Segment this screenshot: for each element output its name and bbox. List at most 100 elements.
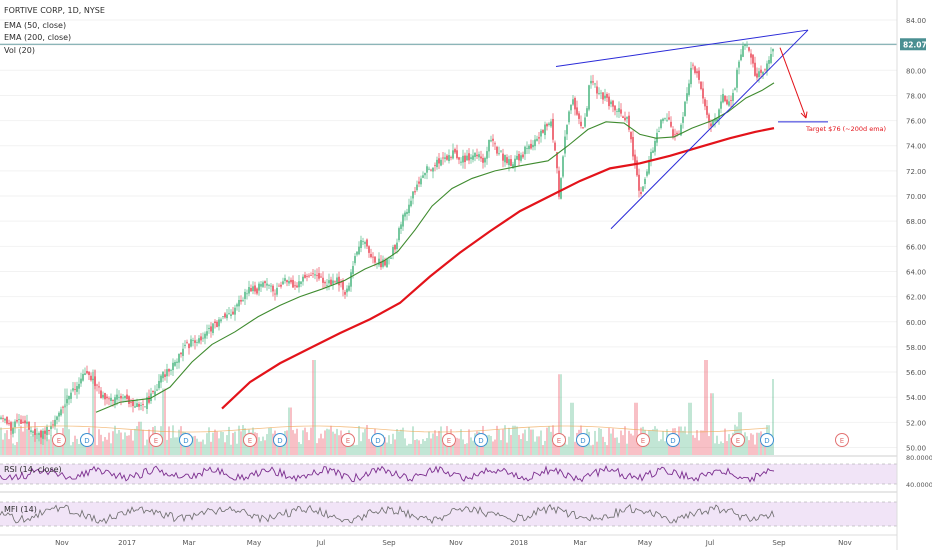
candle-body — [114, 397, 116, 405]
candle-body — [32, 431, 34, 433]
candle-body — [344, 291, 346, 295]
candle-body — [466, 155, 468, 161]
volume-bar — [132, 440, 134, 455]
candle-body — [190, 339, 192, 347]
volume-bar — [546, 427, 548, 455]
candle-body — [616, 111, 618, 112]
time-tick-label: Sep — [382, 539, 396, 547]
volume-bar — [720, 441, 722, 455]
volume-bar — [342, 435, 344, 455]
volume-bar — [486, 435, 488, 455]
candle-body — [420, 178, 422, 185]
volume-bar — [366, 425, 368, 455]
volume-bar — [750, 433, 752, 455]
candle-body — [42, 430, 44, 439]
candle-body — [390, 257, 392, 259]
candle-body — [48, 429, 50, 432]
candle-body — [398, 228, 400, 241]
candle-body — [470, 157, 472, 159]
candle-body — [462, 155, 464, 163]
candle-body — [610, 101, 612, 105]
volume-bar — [684, 426, 686, 455]
candle-body — [374, 256, 376, 263]
candle-body — [728, 101, 730, 106]
volume-bar — [754, 444, 756, 455]
earnings-marker: E — [731, 433, 745, 447]
volume-bar — [268, 427, 270, 455]
volume-bar — [32, 433, 34, 455]
candle-body — [626, 117, 628, 119]
volume-bar — [54, 439, 56, 455]
volume-bar — [334, 433, 336, 455]
candle-body — [232, 311, 234, 315]
candle-body — [102, 394, 104, 398]
candle-body — [402, 214, 404, 227]
volume-bar — [452, 440, 454, 455]
candle-body — [648, 160, 650, 174]
candle-body — [236, 304, 238, 307]
candle-body — [564, 136, 566, 154]
candle-body — [738, 61, 740, 68]
candle-body — [54, 419, 56, 427]
candle-body — [676, 132, 678, 135]
candle-body — [448, 155, 450, 162]
volume-bar — [6, 430, 8, 455]
candle-body — [566, 125, 568, 135]
volume-bar — [324, 430, 326, 455]
volume-bar — [620, 430, 622, 455]
candle-body — [14, 421, 16, 428]
price-tick-label: 62.00 — [906, 294, 926, 302]
volume-bar — [392, 433, 394, 455]
volume-bar — [202, 439, 204, 455]
price-tick-label: 74.00 — [906, 143, 926, 151]
volume-bar — [308, 440, 310, 455]
candle-body — [516, 155, 518, 160]
volume-bar — [594, 430, 596, 455]
earnings-marker: E — [442, 433, 456, 447]
candle-body — [454, 149, 456, 153]
candle-body — [272, 285, 274, 292]
event-marker-label: E — [154, 437, 158, 445]
volume-bar — [448, 443, 450, 455]
candle-body — [286, 280, 288, 283]
candle-body — [180, 352, 182, 355]
volume-bar — [50, 435, 52, 455]
candle-body — [6, 416, 8, 424]
volume-bar — [246, 442, 248, 455]
volume-bar — [360, 441, 362, 455]
time-tick-label: Nov — [449, 539, 463, 547]
volume-bar — [354, 445, 356, 455]
candle-body — [560, 178, 562, 199]
candle-body — [640, 191, 642, 194]
candle-body — [324, 282, 326, 284]
volume-bar — [298, 442, 300, 455]
dividend-marker: D — [666, 433, 680, 447]
candle-body — [622, 116, 624, 118]
candle-body — [200, 336, 202, 341]
volume-bar — [752, 434, 754, 455]
candle-body — [166, 369, 168, 377]
volume-bar — [192, 436, 194, 455]
candle-body — [192, 340, 194, 341]
candle-body — [578, 113, 580, 119]
candle-body — [422, 175, 424, 178]
volume-bar — [576, 432, 578, 455]
volume-bar — [694, 437, 696, 455]
event-marker-circle — [760, 433, 774, 447]
volume-bar — [464, 444, 466, 455]
candle-body — [208, 327, 210, 329]
candle-body — [502, 153, 504, 161]
price-tick-label: 64.00 — [906, 268, 926, 276]
candle-body — [662, 118, 664, 122]
candle-body — [718, 109, 720, 120]
volume-bar — [78, 444, 80, 455]
volume-bar — [526, 440, 528, 455]
candle-body — [596, 86, 598, 94]
candle-body — [604, 95, 606, 99]
volume-bar — [740, 412, 742, 455]
volume-bar — [568, 436, 570, 455]
volume-bar — [698, 440, 700, 455]
time-tick-label: 2018 — [510, 539, 528, 547]
event-marker-circle — [666, 433, 680, 447]
